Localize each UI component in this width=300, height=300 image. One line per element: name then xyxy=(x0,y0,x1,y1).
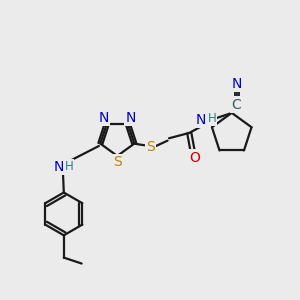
Text: C: C xyxy=(231,98,241,112)
Text: N: N xyxy=(126,111,136,125)
Text: N: N xyxy=(196,113,206,127)
Text: H: H xyxy=(65,160,74,172)
Text: N: N xyxy=(53,160,64,174)
Text: N: N xyxy=(99,111,109,125)
Text: S: S xyxy=(113,155,122,169)
Text: S: S xyxy=(146,140,155,154)
Text: H: H xyxy=(208,112,216,124)
Text: N: N xyxy=(232,77,242,91)
Text: O: O xyxy=(189,151,200,165)
